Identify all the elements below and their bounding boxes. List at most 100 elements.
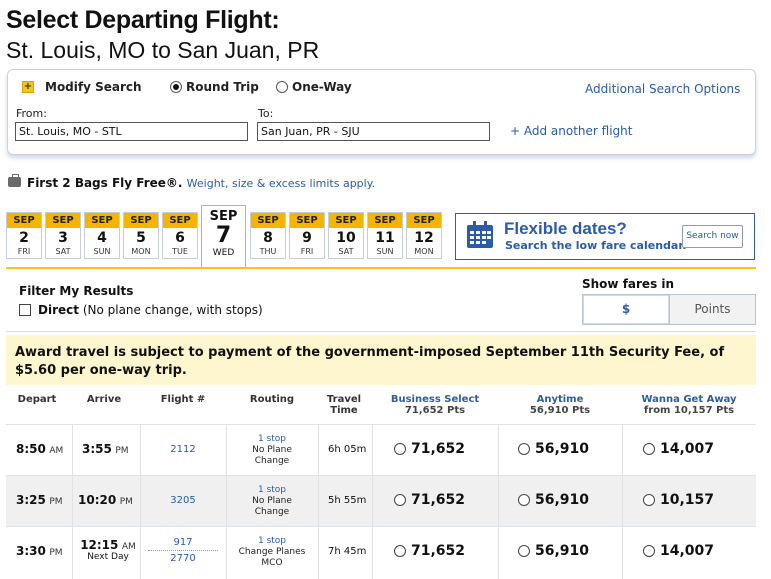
date-day: 12 [414,230,434,246]
date-cell-selected[interactable]: SEP 7 WED [201,205,246,268]
date-day: 10 [336,230,356,246]
col-arrive: Arrive [86,394,122,405]
routing-info: 1 stop No Plane Change [226,485,318,518]
date-cell[interactable]: SEP 8 THU [250,212,286,259]
flight-number-link[interactable]: 2112 [170,444,196,455]
flexible-dates-subtitle: Search the low fare calendar. [505,239,687,252]
flight-number-link[interactable]: 917 [173,537,193,548]
date-weekday: SUN [376,247,394,256]
fare-wanna-get-away[interactable]: 14,007 [643,543,714,559]
date-cell[interactable]: SEP 10 SAT [328,212,364,259]
points-toggle[interactable]: Points [669,294,756,325]
stops-link[interactable]: 1 stop [257,485,287,495]
flight-number-link[interactable]: 3205 [170,495,196,506]
date-weekday: THU [259,247,277,256]
flight-numbers: 917 2770 [140,537,226,564]
col-time-label: Time [330,405,358,416]
modify-search-label[interactable]: Modify Search [45,80,142,94]
stops-link[interactable]: 1 stop [257,434,287,444]
to-field[interactable]: San Juan, PR - SJU [257,122,490,141]
direct-checkbox[interactable] [19,304,31,316]
search-now-button[interactable]: Search now [682,225,743,248]
fare-anytime[interactable]: 56,910 [518,543,589,559]
one-way-radio[interactable] [276,81,288,93]
flight-number-link[interactable]: 2770 [170,553,196,564]
date-cell[interactable]: SEP 6 TUE [162,212,198,259]
date-month: SEP [251,213,285,228]
stops-link[interactable]: 1 stop [257,536,287,546]
date-weekday: MON [131,247,151,256]
next-day-note: Next Day [87,552,129,562]
date-day: 4 [97,230,107,246]
date-cell[interactable]: SEP 4 SUN [84,212,120,259]
award-notice: Award travel is subject to payment of th… [6,335,756,385]
fare-anytime[interactable]: 56,910 [518,441,589,457]
col-travel-time: Travel Time [318,394,370,416]
expand-icon[interactable]: + [22,81,34,93]
date-month: SEP [163,213,197,228]
from-field[interactable]: St. Louis, MO - STL [15,122,248,141]
col-travel-label: Travel [326,394,362,405]
fare-business-select[interactable]: 71,652 [394,441,465,457]
date-weekday: SUN [93,247,111,256]
date-cell[interactable]: SEP 9 FRI [289,212,325,259]
anytime-points: 56,910 Pts [529,405,591,416]
date-month: SEP [290,213,324,228]
bag-limits-link[interactable]: Weight, size & excess limits apply. [186,177,376,190]
routing-info: 1 stop Change Planes MCO [226,536,318,569]
date-day: 11 [375,230,395,246]
to-label: To: [258,107,274,120]
bags-fly-free-text: First 2 Bags Fly Free®. [27,176,183,190]
fare-wanna-get-away[interactable]: 14,007 [643,441,714,457]
one-way-label[interactable]: One-Way [292,80,352,94]
date-month: SEP [407,213,441,228]
travel-time: 5h 55m [328,495,367,506]
fare-business-select[interactable]: 71,652 [394,492,465,508]
date-weekday: FRI [17,247,31,256]
divider [6,267,756,269]
additional-search-options-link[interactable]: Additional Search Options [585,82,741,96]
date-month: SEP [329,213,363,228]
page-title: Select Departing Flight: [6,6,280,34]
col-routing: Routing [249,394,295,405]
fare-wanna-get-away[interactable]: 10,157 [643,492,714,508]
round-trip-label[interactable]: Round Trip [186,80,259,94]
show-fares-label: Show fares in [582,277,675,291]
table-row: 3:25 PM 10:20 PM 3205 1 stop No Plane Ch… [6,475,756,527]
col-wanna-get-away: Wanna Get Away from 10,157 Pts [622,394,756,416]
anytime-title: Anytime [536,394,584,405]
suitcase-icon [8,174,21,187]
direct-label: Direct [38,303,79,317]
filter-heading: Filter My Results [19,284,134,298]
fare-business-select[interactable]: 71,652 [394,543,465,559]
col-depart: Depart [17,394,57,405]
date-weekday: FRI [300,247,314,256]
travel-time: 6h 05m [328,444,367,455]
table-row: 8:50 AM 3:55 PM 2112 1 stop No Plane Cha… [6,424,756,476]
travel-time: 7h 45m [328,546,367,557]
date-month: SEP [85,213,119,228]
date-cell[interactable]: SEP 3 SAT [45,212,81,259]
arrive-time: 3:55 PM [82,442,129,456]
dollars-toggle[interactable]: $ [582,294,670,325]
date-day: 3 [58,230,68,246]
routing-info: 1 stop No Plane Change [226,434,318,467]
depart-time: 3:25 PM [16,493,63,507]
date-weekday: MON [414,247,434,256]
add-another-flight-link[interactable]: + Add another flight [510,124,633,138]
date-cell[interactable]: SEP 12 MON [406,212,442,259]
direct-filter[interactable]: Direct (No plane change, with stops) [38,303,263,317]
date-cell[interactable]: SEP 2 FRI [6,212,42,259]
date-month: SEP [7,213,41,228]
date-weekday: SAT [55,247,71,256]
business-select-title: Business Select [390,394,480,405]
date-weekday: SAT [338,247,354,256]
round-trip-radio[interactable] [170,81,182,93]
business-select-points: 71,652 Pts [404,405,466,416]
from-label: From: [16,107,47,120]
col-anytime: Anytime 56,910 Pts [498,394,622,416]
date-weekday: TUE [172,247,188,256]
fare-anytime[interactable]: 56,910 [518,492,589,508]
date-cell[interactable]: SEP 11 SUN [367,212,403,259]
date-cell[interactable]: SEP 5 MON [123,212,159,259]
